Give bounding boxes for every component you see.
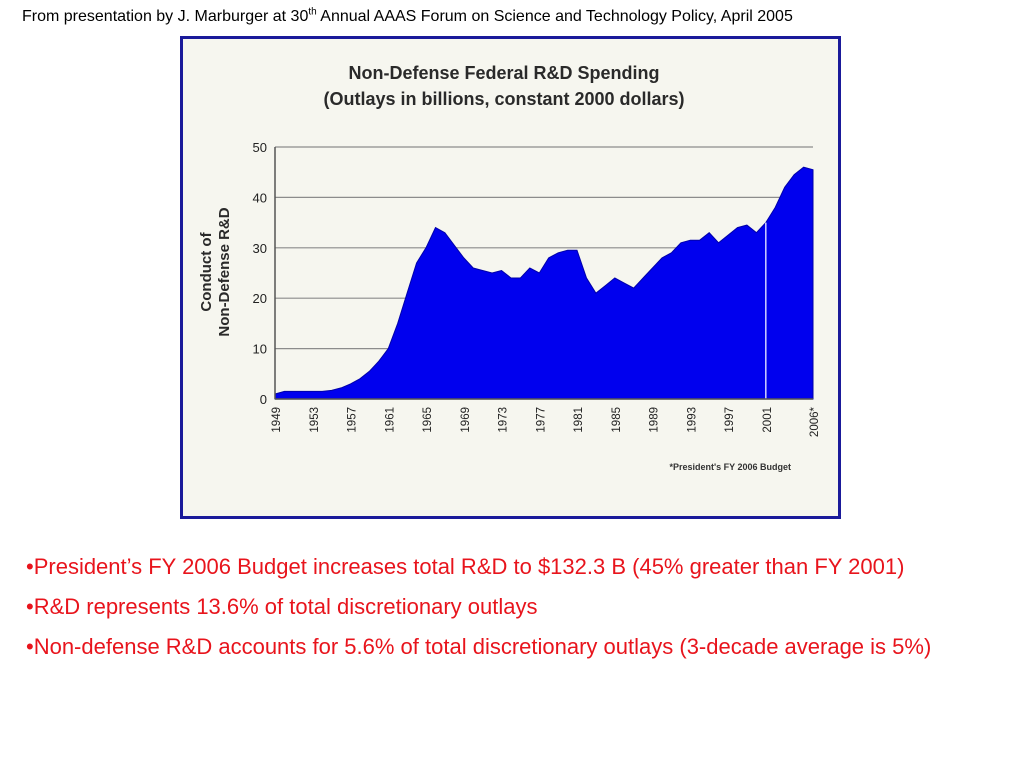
x-tick-label: 1977	[535, 407, 547, 433]
x-tick-label: 2006*	[809, 406, 821, 437]
chart-footnote: *President's FY 2006 Budget	[669, 462, 791, 472]
y-axis-label-line2: Non-Defense R&D	[216, 207, 233, 336]
x-tick-label: 1957	[347, 407, 359, 433]
x-tick-label: 1949	[271, 407, 283, 433]
rd-spending-chart: Non-Defense Federal R&D Spending (Outlay…	[198, 63, 821, 472]
y-tick-label: 30	[253, 241, 267, 256]
y-tick-label: 40	[253, 190, 267, 205]
bullet-item: •Non-defense R&D accounts for 5.6% of to…	[26, 634, 932, 659]
series-area	[274, 166, 814, 400]
bullet-item: •President’s FY 2006 Budget increases to…	[26, 554, 905, 579]
y-tick-label: 0	[260, 392, 267, 407]
bullet-item: •R&D represents 13.6% of total discretio…	[26, 594, 538, 619]
caption-prefix: From presentation by J. Marburger at 30	[22, 8, 309, 25]
slide-caption: From presentation by J. Marburger at 30t…	[22, 6, 1002, 26]
x-tick-label: 1981	[573, 407, 585, 433]
chart-frame: Non-Defense Federal R&D Spending (Outlay…	[180, 36, 841, 519]
x-tick-label: 1965	[422, 407, 434, 433]
x-tick-label: 2001	[762, 407, 774, 433]
plot-area: 0 10 20 30 40 50 1949 1953 1957 1961 1965 1969 1973 1…	[253, 140, 821, 437]
caption-superscript: th	[308, 6, 317, 18]
x-tick-label: 1973	[498, 407, 510, 433]
x-tick-label: 1961	[384, 407, 396, 433]
y-axis-label-line1: Conduct of	[198, 231, 215, 311]
x-tick-label: 1989	[649, 407, 661, 433]
x-tick-label: 1953	[309, 407, 321, 433]
bullet-list: •President’s FY 2006 Budget increases to…	[26, 552, 998, 672]
y-tick-label: 10	[253, 342, 267, 357]
x-tick-label: 1993	[686, 407, 698, 433]
caption-suffix: Annual AAAS Forum on Science and Technol…	[316, 8, 793, 25]
x-tick-label: 1985	[611, 407, 623, 433]
x-tick-label: 1969	[460, 407, 472, 433]
chart-title: Non-Defense Federal R&D Spending	[348, 63, 659, 83]
chart-subtitle: (Outlays in billions, constant 2000 doll…	[323, 89, 684, 109]
y-tick-label: 50	[253, 140, 267, 155]
y-tick-label: 20	[253, 291, 267, 306]
x-tick-label: 1997	[724, 407, 736, 433]
